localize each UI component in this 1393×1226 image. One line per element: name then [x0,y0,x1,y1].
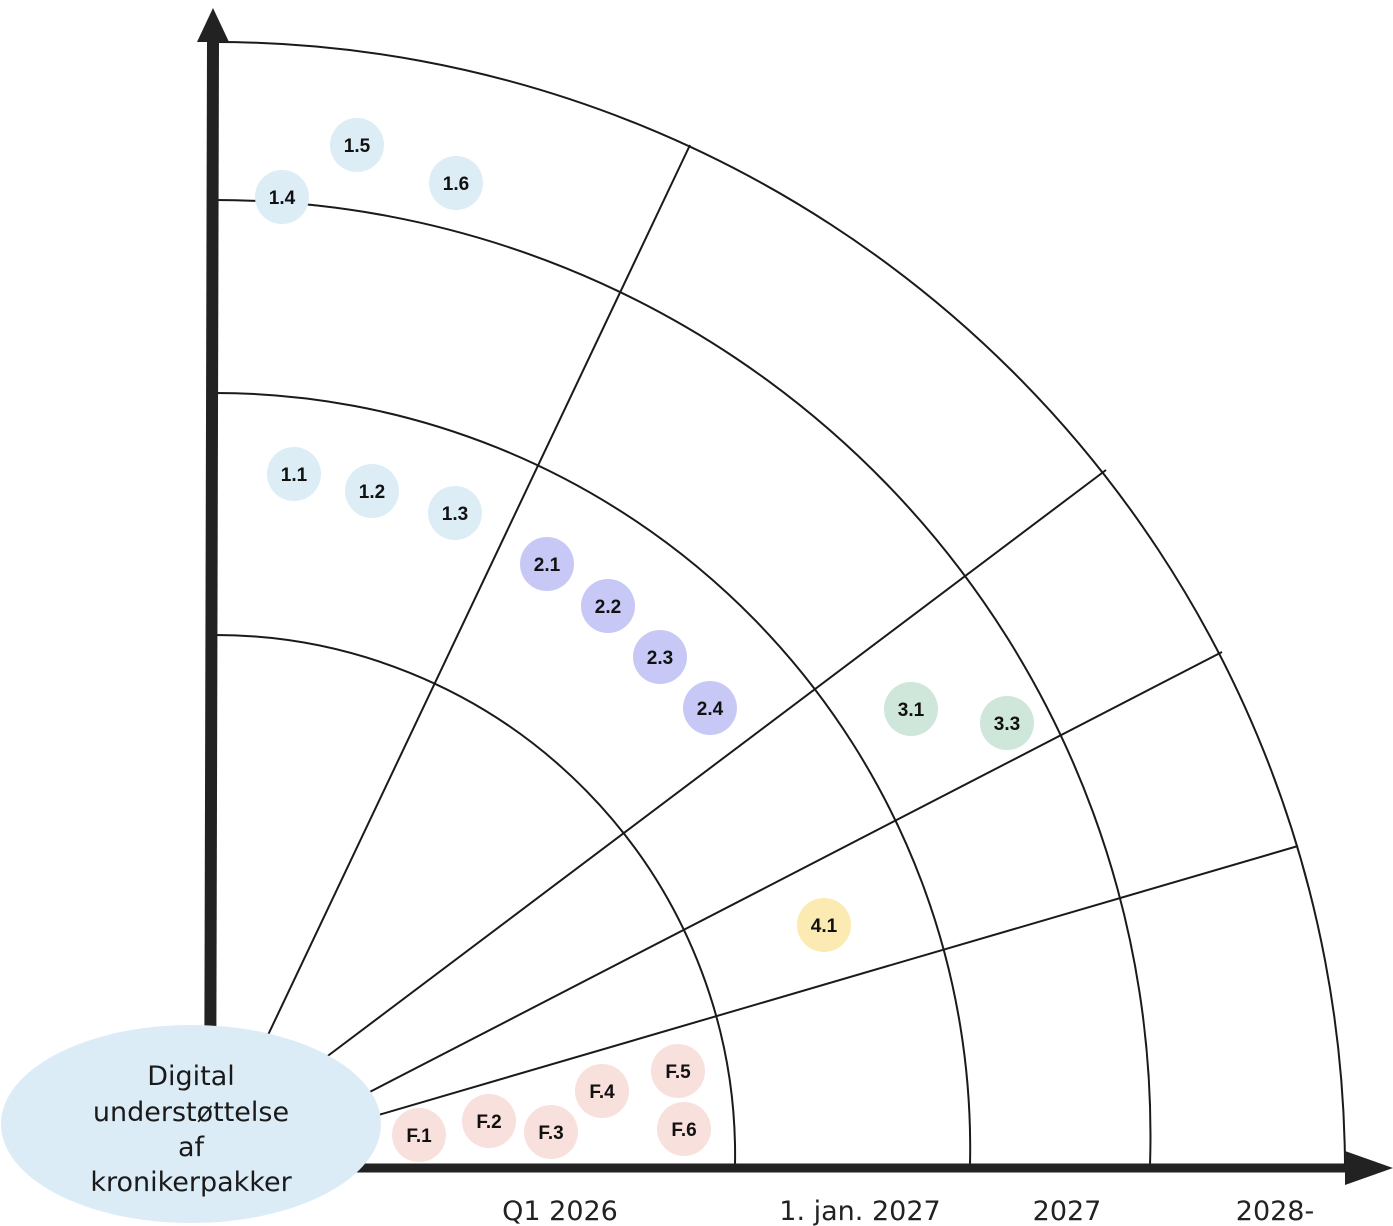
horizontal-axis-arrow-icon [1345,1151,1393,1185]
item-label: F.5 [665,1062,691,1083]
timeline-label: 1. jan. 2027 [779,1196,940,1226]
vertical-axis-arrow-icon [197,8,229,42]
item-label: 4.1 [811,916,838,937]
item-label: 1.1 [281,465,308,486]
item-bubble[interactable] [524,1105,578,1159]
timeline-label: 2027 [1033,1196,1102,1226]
item-label: 2.1 [534,555,561,576]
item-bubble[interactable] [462,1094,516,1148]
item-bubble[interactable] [980,696,1034,750]
timeline-label: Q1 2026 [502,1196,618,1226]
item-bubble[interactable] [255,170,309,224]
spoke-1 [267,144,691,1036]
item-bubble[interactable] [392,1108,446,1162]
item-label: F.2 [476,1112,501,1133]
center-ellipse [1,1025,381,1223]
spoke-2 [324,469,1107,1059]
item-label: 1.3 [442,504,468,525]
item-label: 2.2 [595,597,621,618]
item-bubble[interactable] [797,898,851,952]
item-bubble[interactable] [633,630,687,684]
item-label: 2.4 [697,699,724,720]
ring-3 [214,199,1152,1166]
item-label: F.4 [589,1082,615,1103]
item-bubble[interactable] [884,682,938,736]
center-label-line: af [178,1132,206,1163]
ring-4 [214,41,1346,1166]
item-label: 1.4 [269,188,296,209]
spoke-4 [374,845,1299,1117]
item-label: 3.1 [898,700,925,721]
item-bubble[interactable] [345,464,399,518]
item-label: F.3 [538,1123,563,1144]
item-label: 1.2 [359,482,385,503]
item-bubble[interactable] [581,579,635,633]
item-bubble[interactable] [267,447,321,501]
item-bubble[interactable] [657,1102,711,1156]
timeline-label: 2028- [1236,1196,1314,1226]
item-bubble[interactable] [428,486,482,540]
vertical-axis [204,39,219,1176]
item-bubble[interactable] [429,156,483,210]
item-bubble[interactable] [330,118,384,172]
item-bubble[interactable] [520,537,574,591]
spoke-3 [359,651,1223,1098]
item-bubble[interactable] [651,1044,705,1098]
center-label-line: Digital [147,1061,235,1092]
center-label-line: kronikerpakker [90,1167,292,1198]
ring-2 [214,392,972,1166]
center-label-line: understøttelse [93,1097,289,1128]
ring-1 [214,634,737,1166]
item-label: 3.3 [994,714,1020,735]
item-bubble[interactable] [575,1064,629,1118]
item-label: 1.5 [344,136,371,157]
item-label: F.6 [671,1120,696,1141]
item-label: F.1 [406,1126,432,1147]
item-label: 1.6 [443,174,469,195]
item-label: 2.3 [647,648,673,669]
item-bubble[interactable] [683,681,737,735]
